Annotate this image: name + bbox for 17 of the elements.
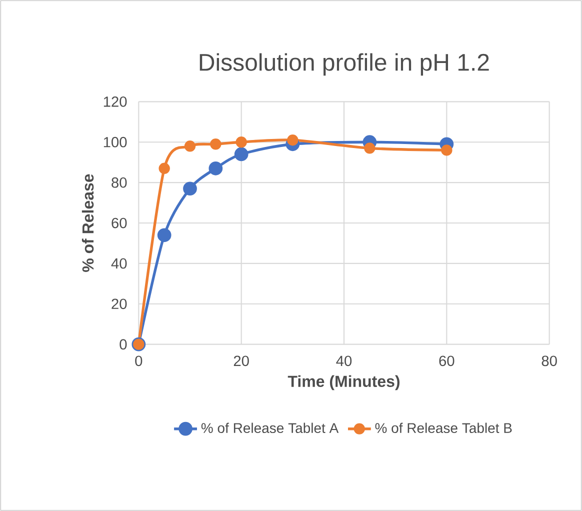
y-tick-label: 40: [111, 258, 127, 269]
y-tick-label: 60: [112, 218, 127, 228]
chart-title: Dissolution profile in pH 1.2: [200, 53, 489, 76]
y-tick-label: 80: [112, 177, 127, 188]
legend-label: % of Release Tablet A: [201, 422, 339, 434]
x-tick-label: 20: [234, 356, 249, 366]
y-tick-label: 0: [120, 339, 127, 350]
x-tick-label: 60: [439, 356, 454, 366]
y-tick-label: 100: [104, 136, 127, 148]
x-axis-title: Time (Minutes): [288, 375, 400, 390]
x-tick-label: 80: [542, 356, 557, 366]
legend-label: % of Release Tablet B: [375, 422, 512, 434]
x-tick-label: 40: [336, 356, 352, 366]
x-tick-label: 0: [135, 356, 142, 366]
y-axis-title: % of Release: [82, 174, 94, 272]
y-tick-label: 20: [112, 298, 127, 310]
y-tick-label: 120: [104, 96, 127, 107]
